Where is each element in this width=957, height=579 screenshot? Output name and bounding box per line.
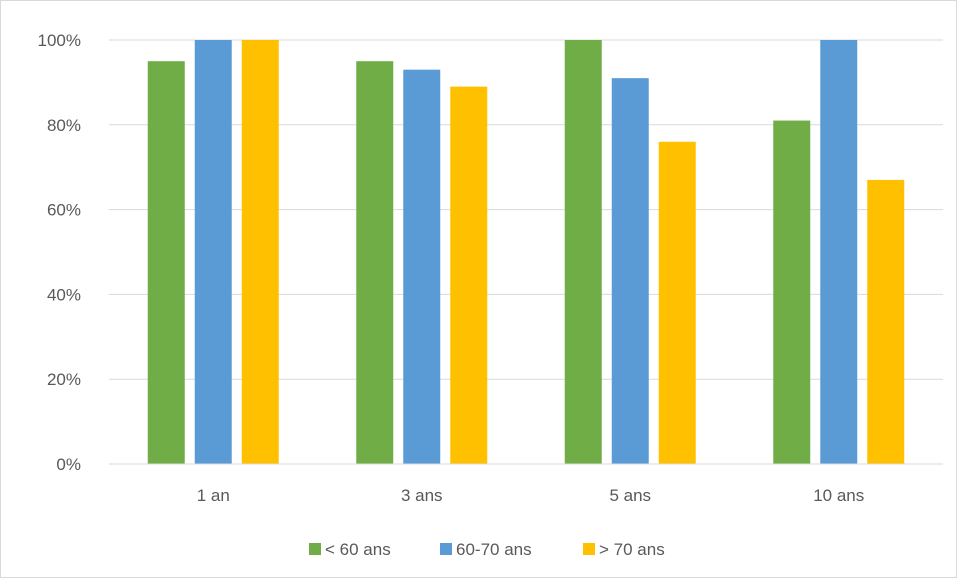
bar (564, 40, 602, 464)
legend-label: > 70 ans (599, 540, 665, 559)
legend-swatch (440, 543, 452, 555)
bar (611, 78, 649, 464)
gridlines (109, 39, 943, 380)
y-tick-label: 80% (47, 116, 81, 135)
x-tick-label: 3 ans (401, 486, 443, 505)
y-tick-label: 40% (47, 285, 81, 304)
y-tick-label: 100% (38, 31, 81, 50)
bar (820, 40, 858, 464)
bar (403, 69, 441, 465)
legend-swatch (583, 543, 595, 555)
legend-swatch (309, 543, 321, 555)
x-tick-label: 1 an (197, 486, 230, 505)
bar (450, 86, 488, 464)
x-axis-tick-labels: 1 an 3 ans 5 ans 10 ans (197, 486, 865, 505)
y-tick-label: 20% (47, 370, 81, 389)
bar (241, 40, 279, 464)
bar (194, 40, 232, 464)
y-tick-label: 60% (47, 201, 81, 220)
legend-label: < 60 ans (325, 540, 391, 559)
x-tick-label: 5 ans (609, 486, 651, 505)
bars (147, 40, 905, 465)
x-tick-label: 10 ans (813, 486, 864, 505)
bar (658, 141, 696, 464)
bar (356, 61, 394, 464)
legend: < 60 ans 60-70 ans > 70 ans (309, 540, 665, 559)
y-tick-label: 0% (56, 455, 81, 474)
y-axis-tick-labels: 0% 20% 40% 60% 80% 100% (38, 31, 81, 474)
bar (147, 61, 185, 464)
bar (773, 120, 811, 464)
legend-label: 60-70 ans (456, 540, 532, 559)
bar (867, 179, 905, 465)
